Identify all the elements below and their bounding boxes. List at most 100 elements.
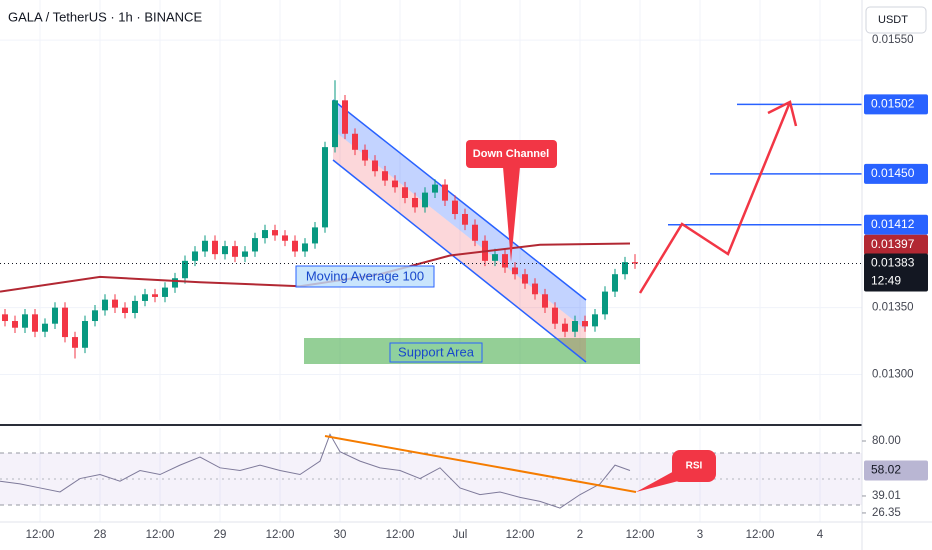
price-badge	[864, 94, 928, 115]
channel-line	[332, 99, 587, 301]
candle-body	[52, 307, 58, 324]
currency: USDT	[878, 14, 908, 26]
x-tick-label: 30	[334, 529, 347, 541]
ma-badge-text: 0.01397	[871, 237, 915, 251]
candle-body	[12, 321, 18, 328]
y-tick-label: 0.01350	[872, 302, 914, 314]
candle-body	[242, 251, 248, 257]
candle-body	[452, 200, 458, 215]
candle-body	[592, 314, 598, 327]
support-label: Support Area	[398, 344, 475, 359]
x-tick-label: 4	[817, 529, 824, 541]
x-tick-label: 12:00	[386, 529, 415, 541]
callout-box	[466, 140, 557, 168]
callout-text: Down Channel	[473, 148, 549, 160]
x-tick-label: 28	[94, 529, 107, 541]
channel-upper	[333, 100, 586, 330]
candle-body	[532, 283, 538, 295]
candle-body	[282, 235, 288, 241]
y-tick-label: 39.01	[872, 490, 901, 502]
candle-body	[382, 171, 388, 181]
candle-body	[342, 100, 348, 134]
candle-body	[292, 240, 298, 252]
candle-body	[262, 230, 268, 239]
rsi-trendline	[324, 435, 637, 493]
candle-body	[372, 160, 378, 172]
candle-body	[542, 294, 548, 308]
candle-body	[182, 260, 188, 279]
candle-body	[222, 246, 228, 255]
x-tick-label: 2	[577, 529, 583, 541]
x-tick-label: 12:00	[626, 529, 655, 541]
candle-body	[172, 278, 178, 288]
candle-body	[602, 291, 608, 315]
candle-body	[492, 254, 498, 261]
currency-box	[865, 6, 927, 34]
candle-body	[322, 147, 328, 228]
x-tick-label: 12:00	[746, 529, 775, 541]
candle-body	[562, 323, 568, 332]
y-tick-label: 80.00	[872, 435, 901, 447]
x-tick-label: 12:00	[26, 529, 55, 541]
candle-body	[462, 214, 468, 225]
candle-body	[392, 180, 398, 188]
channel-lower	[333, 130, 586, 362]
candle-body	[202, 240, 208, 252]
candle-body	[232, 246, 238, 257]
candle-body	[112, 299, 118, 308]
arrow-head	[767, 100, 798, 127]
support-label-box	[389, 342, 483, 363]
ma-label-box	[295, 265, 435, 288]
candle-body	[152, 294, 158, 297]
candle-body	[502, 254, 508, 268]
candle-body	[162, 287, 168, 297]
rsi-badge	[864, 460, 928, 481]
candle-body	[252, 238, 258, 252]
candle-body	[552, 307, 558, 324]
candle-body	[122, 307, 128, 313]
price-badge	[864, 163, 928, 184]
candle-body	[612, 274, 618, 292]
candle-body	[2, 314, 8, 322]
candle-body	[432, 184, 438, 193]
ma-label: Moving Average 100	[306, 268, 424, 283]
price-badge-text: 0.01450	[871, 166, 915, 180]
last-price-badge	[864, 253, 928, 292]
candle-body	[352, 133, 358, 150]
x-tick-label: 3	[697, 529, 703, 541]
rsi-callout-box	[672, 450, 716, 482]
projection-arrow	[638, 101, 792, 294]
x-tick-label: 29	[214, 529, 227, 541]
x-tick-label: 12:00	[506, 529, 535, 541]
x-tick-label: 12:00	[266, 529, 295, 541]
marks	[0, 80, 862, 509]
candle-body	[522, 274, 528, 284]
rsi-band	[0, 453, 862, 505]
rsi-badge-text: 58.02	[871, 463, 901, 477]
scale-labels: 12:00 28 12:00 29 12:00 30 12:00 Jul 12:00 2 12:00…	[26, 34, 928, 541]
candle-body	[472, 224, 478, 241]
price-badge	[864, 214, 928, 235]
x-tick-label: Jul	[453, 529, 468, 541]
candle-body	[22, 314, 28, 328]
candle-body	[402, 187, 408, 198]
y-tick-label: 26.35	[872, 507, 901, 519]
candle-body	[82, 321, 88, 348]
candle-body	[362, 149, 368, 161]
price-badge-text: 0.01412	[871, 217, 915, 231]
candle-body	[272, 230, 278, 236]
countdown-text: 12:49	[871, 274, 901, 288]
candle-body	[332, 100, 338, 148]
candle-body	[62, 307, 68, 338]
candle-body	[412, 197, 418, 208]
candle-body	[302, 243, 308, 252]
candle-body	[132, 300, 138, 313]
ma-badge	[864, 234, 928, 255]
candle-body	[442, 184, 448, 201]
candle-body	[212, 240, 218, 255]
last-price-text: 0.01383	[871, 256, 915, 270]
candle-body	[192, 251, 198, 261]
x-tick-label: 12:00	[146, 529, 175, 541]
